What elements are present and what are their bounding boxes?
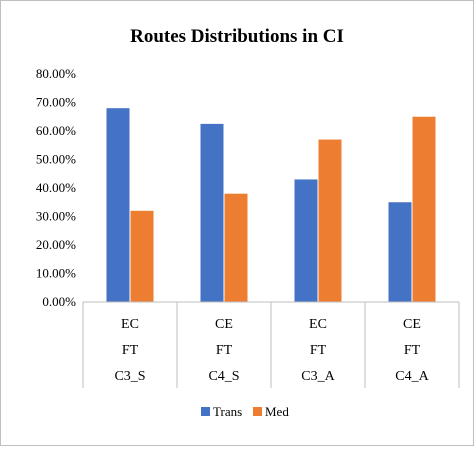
- y-tick-label: 50.00%: [36, 152, 76, 167]
- bar-trans: [106, 108, 130, 302]
- y-axis: 0.00% 10.00% 20.00% 30.00% 40.00% 50.00% 60.00…: [36, 66, 76, 309]
- bar-trans: [388, 202, 412, 302]
- x-tick-label: FT: [310, 343, 327, 358]
- legend-swatch-med: [253, 407, 262, 416]
- x-tick-label: C3_A: [301, 369, 335, 384]
- x-tick-label: CE: [403, 317, 421, 332]
- x-tick-label: FT: [404, 343, 421, 358]
- y-tick-label: 60.00%: [36, 123, 76, 138]
- x-tick-label: C4_S: [208, 369, 239, 384]
- y-tick-label: 10.00%: [36, 266, 76, 281]
- legend-label-med: Med: [265, 404, 289, 419]
- y-tick-label: 40.00%: [36, 180, 76, 195]
- x-tick-label: CE: [215, 317, 233, 332]
- x-tick-label: EC: [121, 317, 139, 332]
- x-tick-label: C3_S: [114, 369, 145, 384]
- bar-trans: [200, 123, 224, 302]
- x-tick-label: FT: [216, 343, 233, 358]
- bar-med: [318, 139, 342, 302]
- y-tick-label: 70.00%: [36, 95, 76, 110]
- x-tick-label: C4_A: [395, 369, 429, 384]
- legend-label-trans: Trans: [213, 404, 242, 419]
- chart-title: Routes Distributions in CI: [130, 26, 344, 47]
- legend-swatch-trans: [201, 407, 210, 416]
- y-tick-label: 0.00%: [42, 294, 76, 309]
- bar-trans: [294, 179, 318, 302]
- x-tick-label: FT: [122, 343, 139, 358]
- bar-med: [130, 210, 154, 302]
- legend: Trans Med: [201, 404, 289, 419]
- bar-med: [224, 193, 248, 302]
- y-tick-label: 20.00%: [36, 237, 76, 252]
- y-tick-label: 30.00%: [36, 209, 76, 224]
- x-tick-label: EC: [309, 317, 327, 332]
- bar-med: [412, 116, 436, 302]
- x-axis: EC FT C3_S CE FT C4_S EC FT C3_A CE FT C4_A: [82, 301, 460, 388]
- bars-group: [106, 108, 436, 302]
- y-tick-label: 80.00%: [36, 66, 76, 81]
